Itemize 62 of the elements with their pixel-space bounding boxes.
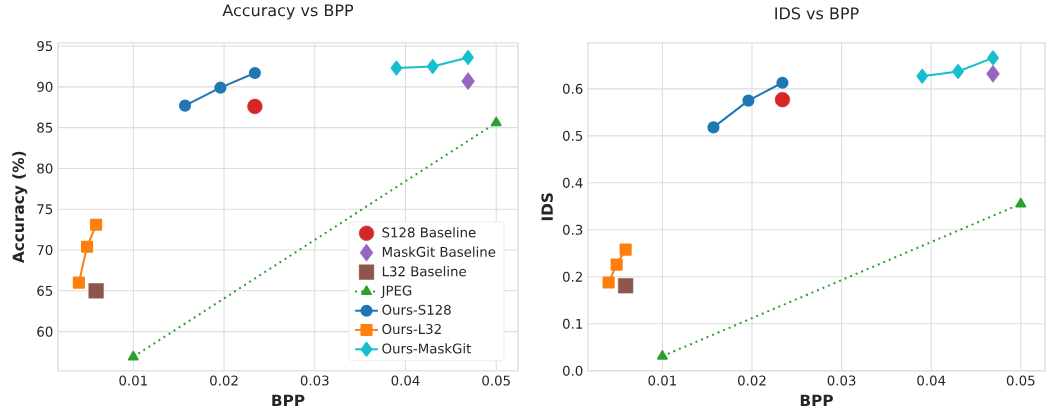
x-axis-title: BPP bbox=[800, 394, 833, 407]
point bbox=[461, 72, 475, 91]
y-tick-label: 85 bbox=[37, 122, 53, 133]
legend-label: Ours-S128 bbox=[382, 304, 451, 315]
y-tick-label: 0.4 bbox=[562, 177, 583, 188]
point bbox=[214, 81, 227, 94]
legend-label: S128 Baseline bbox=[382, 227, 476, 238]
y-tick-label: 0.0 bbox=[562, 365, 583, 376]
x-tick-label: 0.05 bbox=[482, 375, 510, 386]
point bbox=[72, 276, 85, 289]
x-tick-label: 0.02 bbox=[210, 375, 238, 386]
y-tick-label: 60 bbox=[37, 326, 53, 337]
x-tick-label: 0.04 bbox=[391, 375, 420, 386]
point bbox=[776, 76, 789, 89]
x-tick-label: 0.02 bbox=[738, 375, 766, 386]
legend-label: MaskGit Baseline bbox=[382, 246, 496, 258]
x-tick-label: 0.03 bbox=[300, 375, 329, 386]
x-tick-label: 0.03 bbox=[827, 375, 856, 386]
y-tick-label: 70 bbox=[37, 245, 53, 256]
chart-title: IDS vs BPP bbox=[775, 7, 859, 20]
y-axis-title: Accuracy (%) bbox=[12, 151, 28, 264]
point bbox=[952, 64, 964, 79]
point bbox=[618, 278, 634, 294]
y-tick-label: 65 bbox=[37, 285, 53, 296]
point bbox=[707, 121, 720, 134]
point bbox=[987, 50, 999, 66]
legend-label: Ours-L32 bbox=[382, 324, 441, 335]
legend-label: Ours-MaskGit bbox=[382, 343, 472, 354]
point bbox=[178, 99, 192, 112]
y-tick-label: 0.1 bbox=[562, 318, 583, 329]
point bbox=[774, 92, 791, 108]
point bbox=[619, 243, 632, 256]
y-axis-title: IDS bbox=[541, 193, 553, 221]
point bbox=[247, 98, 263, 115]
chart-title: Accuracy vs BPP bbox=[222, 4, 354, 20]
x-tick-label: 0.01 bbox=[648, 375, 676, 386]
point bbox=[610, 258, 623, 271]
y-tick-label: 0.3 bbox=[562, 224, 583, 235]
point bbox=[602, 276, 615, 289]
y-tick-label: 0.6 bbox=[562, 83, 583, 94]
x-tick-label: 0.01 bbox=[119, 375, 147, 386]
y-tick-label: 90 bbox=[37, 81, 53, 92]
x-axis-title: BPP bbox=[272, 394, 305, 407]
x-tick-label: 0.05 bbox=[1006, 375, 1035, 386]
point bbox=[426, 59, 439, 74]
point bbox=[986, 64, 1000, 83]
point bbox=[90, 218, 103, 231]
point bbox=[390, 60, 403, 76]
point bbox=[248, 67, 261, 80]
point bbox=[462, 50, 474, 65]
y-tick-label: 80 bbox=[37, 163, 53, 174]
y-tick-label: 0.5 bbox=[562, 130, 583, 141]
y-tick-label: 0.2 bbox=[562, 271, 582, 282]
legend-label: JPEG bbox=[380, 285, 412, 299]
legend-label: L32 Baseline bbox=[382, 266, 467, 277]
y-tick-label: 75 bbox=[37, 204, 53, 215]
point bbox=[80, 240, 94, 253]
point bbox=[88, 283, 104, 299]
point bbox=[742, 94, 755, 107]
point bbox=[916, 68, 929, 84]
x-tick-label: 0.04 bbox=[917, 375, 946, 386]
y-tick-label: 95 bbox=[37, 41, 53, 52]
